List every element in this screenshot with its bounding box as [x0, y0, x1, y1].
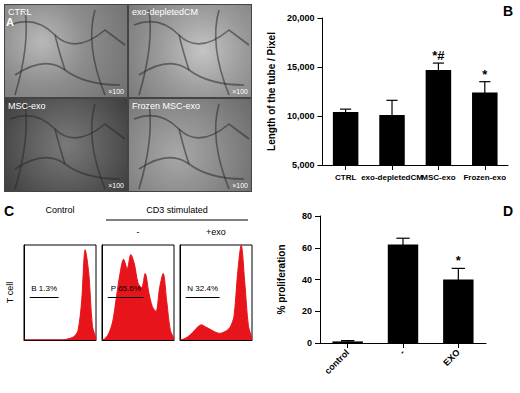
html-text:B: B	[503, 3, 514, 19]
svg-text:-: -	[137, 227, 140, 237]
svg-text:EXO: EXO	[441, 347, 461, 367]
html-text:×100: ×100	[108, 88, 124, 95]
html-text:×100: ×100	[108, 182, 124, 189]
svg-text:B 1.3%: B 1.3%	[31, 284, 57, 293]
html-text:C: C	[4, 203, 15, 219]
html-text:A: A	[6, 16, 14, 28]
svg-text:exo-depletedCM: exo-depletedCM	[361, 173, 423, 182]
svg-text:20: 20	[302, 306, 312, 316]
svg-text:5,000: 5,000	[292, 160, 315, 170]
svg-text:20,000: 20,000	[287, 13, 315, 23]
html-text:D: D	[503, 203, 514, 219]
svg-text:40: 40	[302, 275, 312, 285]
svg-text:60: 60	[302, 243, 312, 253]
svg-text:% proliferation: % proliferation	[276, 244, 287, 314]
svg-text:CD3 stimulated: CD3 stimulated	[146, 205, 208, 215]
svg-text:15,000: 15,000	[287, 62, 315, 72]
svg-text:*: *	[456, 253, 462, 268]
html-text:CTRL: CTRL	[8, 7, 32, 17]
svg-text:+exo: +exo	[206, 227, 226, 237]
html-text:×100: ×100	[232, 182, 248, 189]
svg-text:control: control	[323, 347, 352, 376]
html-text:Frozen MSC-exo: Frozen MSC-exo	[132, 101, 200, 111]
html-text:exo-depletedCM: exo-depletedCM	[132, 7, 198, 17]
svg-text:80: 80	[302, 211, 312, 221]
svg-text:CTRL: CTRL	[335, 173, 356, 182]
svg-text:P 65.6%: P 65.6%	[111, 284, 141, 293]
html-text:MSC-exo: MSC-exo	[8, 101, 46, 111]
svg-text:*#: *#	[432, 48, 445, 63]
svg-text:Frozen-exo: Frozen-exo	[463, 173, 506, 182]
svg-text:MSC-exo: MSC-exo	[421, 173, 455, 182]
svg-text:N 32.4%: N 32.4%	[187, 284, 218, 293]
svg-text:10,000: 10,000	[287, 111, 315, 121]
svg-text:-: -	[397, 347, 406, 356]
svg-text:*: *	[482, 67, 488, 82]
svg-text:T cell: T cell	[5, 282, 15, 303]
html-text:×100: ×100	[232, 88, 248, 95]
svg-text:Length of the tube / Pixel: Length of the tube / Pixel	[266, 32, 277, 151]
svg-text:Control: Control	[45, 205, 74, 215]
svg-text:0: 0	[307, 338, 312, 348]
